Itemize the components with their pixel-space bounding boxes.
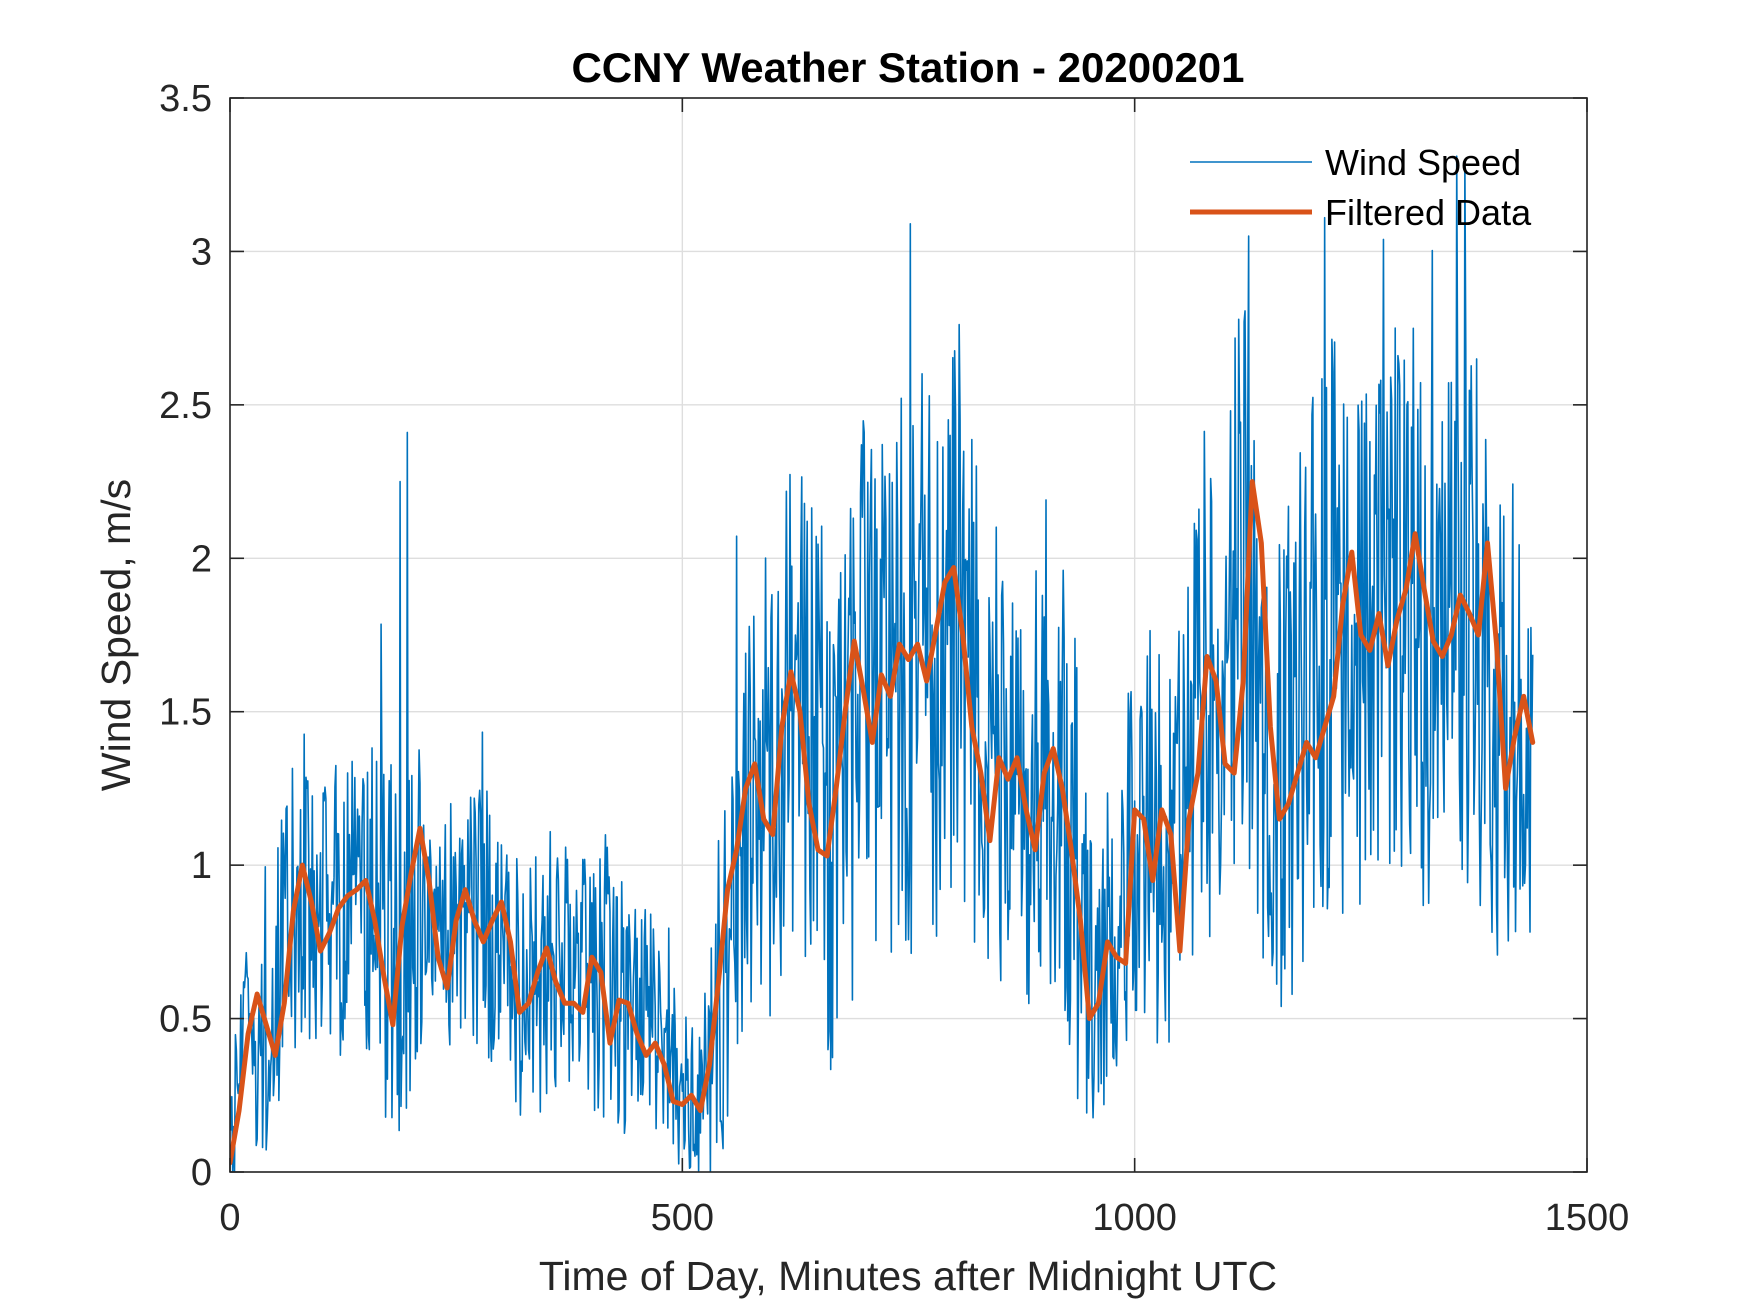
x-tick-label: 1500 [1545, 1197, 1630, 1239]
x-tick-labels: 0 500 1000 1500 [219, 1197, 1629, 1239]
axis-ticks [229, 97, 1588, 1173]
x-axis-label: Time of Day, Minutes after Midnight UTC [539, 1253, 1277, 1299]
plot-area-border [229, 97, 1588, 1173]
x-tick-label: 500 [651, 1197, 714, 1239]
y-tick-label: 2 [191, 538, 212, 580]
y-tick-label: 1 [191, 845, 212, 887]
x-tick-label: 1000 [1092, 1197, 1177, 1239]
y-tick-label: 3.5 [159, 78, 212, 120]
y-tick-label: 2.5 [159, 385, 212, 427]
legend-wind-speed-label: Wind Speed [1325, 142, 1521, 183]
legend: Wind Speed Filtered Data [1190, 142, 1532, 233]
y-tick-label: 0 [191, 1152, 212, 1194]
y-tick-label: 1.5 [159, 692, 212, 734]
filtered-data-series [230, 479, 1536, 1166]
chart-title: CCNY Weather Station - 20200201 [571, 44, 1244, 91]
y-axis-label: Wind Speed, m/s [93, 479, 139, 791]
filtered-data-line [230, 479, 1536, 1166]
legend-filtered-data-label: Filtered Data [1325, 192, 1532, 233]
y-tick-label: 0.5 [159, 999, 212, 1041]
y-tick-label: 3 [191, 231, 212, 273]
y-tick-labels: 0 0.5 1 1.5 2 2.5 3 3.5 [159, 78, 212, 1194]
x-tick-label: 0 [219, 1197, 240, 1239]
